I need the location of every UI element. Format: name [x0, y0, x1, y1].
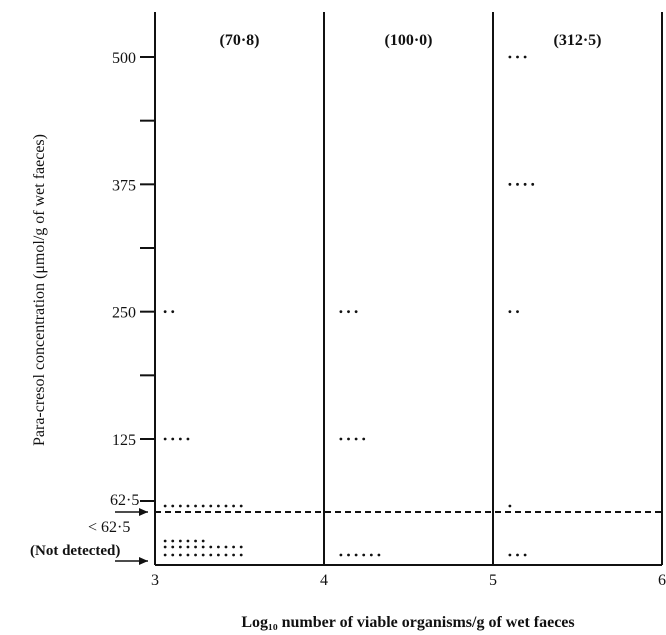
cutoff-label: 62·5 — [110, 492, 139, 509]
data-point — [194, 545, 197, 549]
data-point — [224, 545, 228, 549]
data-point — [339, 553, 343, 557]
data-point — [339, 437, 343, 441]
data-point — [216, 545, 220, 549]
data-point — [186, 437, 190, 441]
data-point — [377, 553, 381, 557]
data-point — [339, 310, 343, 314]
data-point — [201, 539, 205, 543]
data-point — [516, 310, 519, 314]
data-point — [209, 545, 213, 549]
y-tick-label: 250 — [112, 305, 136, 322]
data-point — [209, 504, 213, 508]
data-point — [171, 437, 175, 441]
data-point — [508, 553, 512, 557]
data-point — [171, 545, 175, 549]
data-point — [201, 545, 205, 549]
panel-label: (70·8) — [220, 32, 260, 49]
data-point — [516, 55, 519, 59]
data-point — [186, 545, 190, 549]
data-point — [232, 504, 235, 508]
data-point — [163, 437, 167, 441]
data-points — [163, 55, 535, 557]
data-point — [171, 539, 175, 543]
data-point — [362, 437, 366, 441]
data-point — [224, 553, 228, 557]
not-detected-arrow — [115, 557, 148, 565]
data-point — [239, 545, 243, 549]
panel-label: (100·0) — [385, 32, 433, 49]
data-point — [186, 504, 190, 508]
data-point — [523, 553, 527, 557]
x-tick-label: 3 — [151, 572, 159, 589]
data-point — [171, 310, 175, 314]
cutoff-arrow — [115, 508, 148, 516]
y-ticks: 500 375 250 125 — [112, 50, 155, 502]
panel-labels: (70·8) (100·0) (312·5) — [220, 32, 602, 49]
not-detected-label: (Not detected) — [30, 543, 120, 559]
data-point — [508, 182, 512, 186]
data-point — [178, 553, 182, 557]
data-point — [516, 553, 519, 557]
data-point — [163, 539, 167, 543]
data-point — [209, 553, 213, 557]
x-tick-label: 6 — [658, 572, 666, 589]
x-ticks: 3 4 5 6 — [151, 572, 666, 589]
data-point — [171, 553, 175, 557]
panel-label: (312·5) — [554, 32, 602, 49]
data-point — [194, 504, 197, 508]
data-point — [508, 310, 512, 314]
data-point — [186, 539, 190, 543]
data-point — [171, 504, 175, 508]
data-point — [194, 539, 197, 543]
data-point — [178, 545, 182, 549]
data-point — [362, 553, 366, 557]
data-point — [354, 553, 358, 557]
data-point — [178, 539, 182, 543]
data-point — [523, 182, 527, 186]
x-axis-title: Log₁₀ number of viable organisms/g of we… — [241, 614, 574, 631]
data-point — [347, 310, 350, 314]
data-point — [354, 437, 358, 441]
data-point — [232, 545, 235, 549]
below-cutoff-label: < 62·5 — [88, 519, 130, 536]
x-tick-label: 4 — [320, 572, 328, 589]
data-point — [239, 504, 243, 508]
y-tick-label: 125 — [112, 432, 136, 449]
data-point — [224, 504, 228, 508]
data-point — [163, 310, 167, 314]
data-point — [239, 553, 243, 557]
data-point — [508, 504, 512, 508]
y-axis-title: Para-cresol concentration (μmol/g of wet… — [31, 134, 48, 446]
data-point — [194, 553, 197, 557]
data-point — [531, 182, 535, 186]
data-point — [232, 553, 235, 557]
data-point — [369, 553, 373, 557]
x-tick-label: 5 — [489, 572, 497, 589]
data-point — [347, 437, 350, 441]
data-point — [163, 504, 167, 508]
y-tick-label: 375 — [112, 177, 136, 194]
data-point — [347, 553, 350, 557]
panel-dividers — [323, 12, 494, 565]
y-tick-label: 500 — [112, 50, 136, 67]
data-point — [523, 55, 527, 59]
data-point — [508, 55, 512, 59]
data-point — [178, 437, 182, 441]
data-point — [216, 553, 220, 557]
data-point — [163, 553, 167, 557]
data-point — [516, 182, 519, 186]
data-point — [186, 553, 190, 557]
data-point — [178, 504, 182, 508]
data-point — [163, 545, 167, 549]
data-point — [201, 504, 205, 508]
data-point — [201, 553, 205, 557]
data-point — [216, 504, 220, 508]
data-point — [354, 310, 358, 314]
